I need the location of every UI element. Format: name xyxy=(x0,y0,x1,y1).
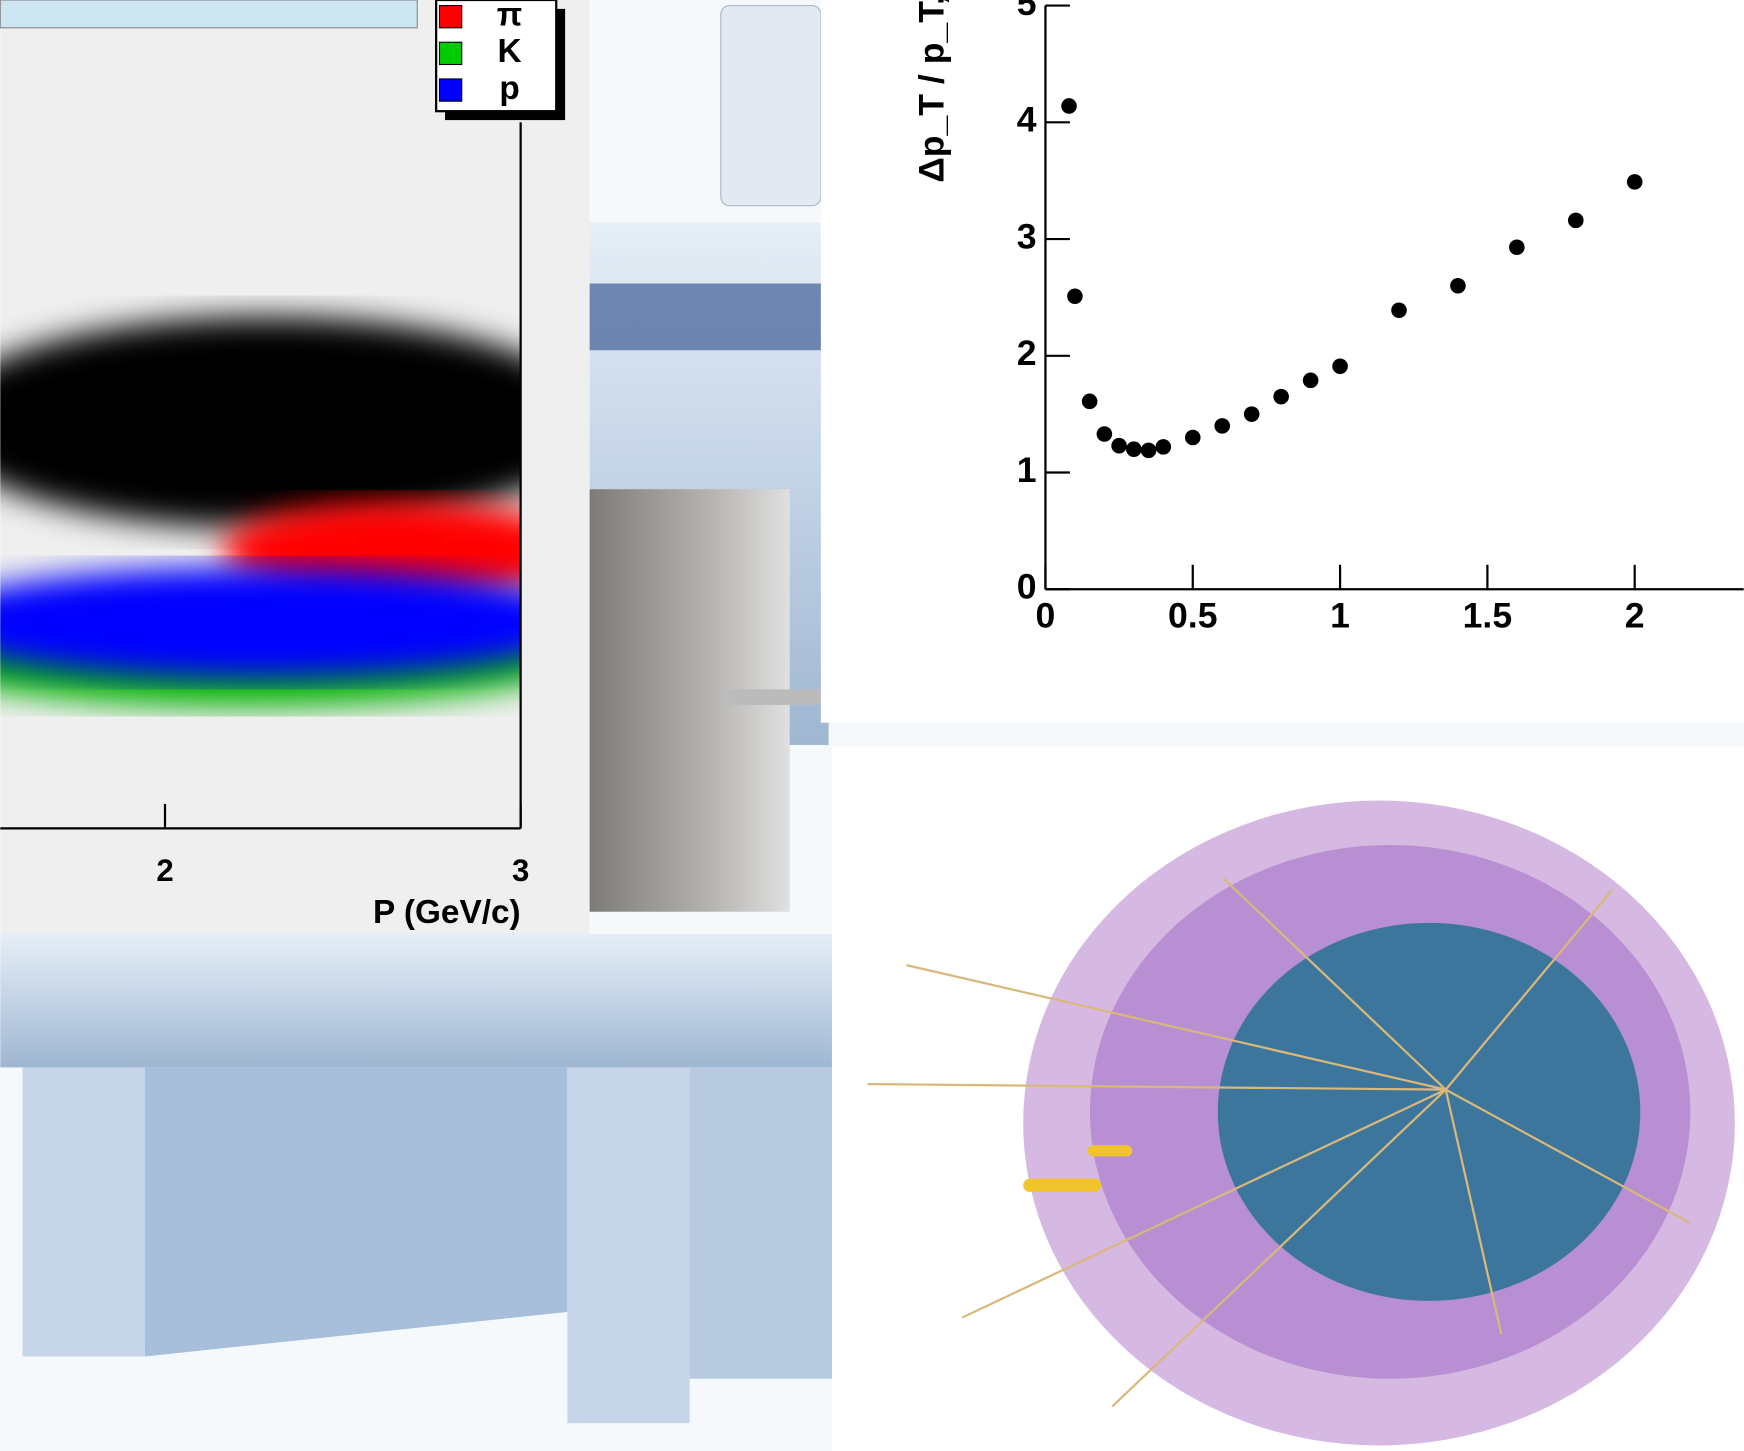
x-tick-label: 2 xyxy=(156,853,173,888)
point xyxy=(1244,406,1260,422)
point xyxy=(1627,174,1643,190)
point xyxy=(1141,443,1157,459)
legend-label: p xyxy=(499,70,519,107)
x-tick-label: 3 xyxy=(512,853,529,888)
point xyxy=(1067,288,1083,304)
point xyxy=(1332,359,1348,375)
y-tick-label: 4 xyxy=(1017,100,1037,140)
collage: P (GeV/c) Δp_T / p_T, 2 3 πKp 0 1 2 3 4 5 0 0.5 1 1.… xyxy=(0,0,1744,1451)
x-tick-label: 1.5 xyxy=(1463,596,1512,636)
x-tick-label: 0.5 xyxy=(1168,596,1217,636)
point xyxy=(1185,430,1201,446)
y-tick-label: 2 xyxy=(1017,333,1037,373)
point xyxy=(1450,278,1466,294)
y-axis-label: Δp_T / p_T, xyxy=(912,0,952,183)
legend-swatch xyxy=(439,42,461,64)
y-tick-label: 1 xyxy=(1017,450,1037,490)
resolution-panel xyxy=(821,0,1744,723)
x-tick-label: 1 xyxy=(1330,596,1350,636)
legend-label: K xyxy=(497,33,521,70)
point xyxy=(1082,394,1098,410)
pid-panel: P (GeV/c) xyxy=(0,0,601,934)
point xyxy=(1509,239,1525,255)
x-tick-label: 0 xyxy=(1036,596,1056,636)
y-tick-label: 0 xyxy=(1017,567,1037,607)
y-tick-label: 5 xyxy=(1017,0,1037,23)
x-axis-label: P (GeV/c) xyxy=(373,894,521,931)
point xyxy=(1214,418,1230,434)
point xyxy=(1097,426,1113,442)
point xyxy=(1303,373,1319,389)
point xyxy=(1273,389,1289,405)
point-clouds xyxy=(0,317,601,706)
legend-swatch xyxy=(439,6,461,28)
x-tick-label: 2 xyxy=(1625,596,1645,636)
point xyxy=(1126,441,1142,457)
legend-swatch xyxy=(439,79,461,101)
y-tick-label: 3 xyxy=(1017,216,1037,256)
point xyxy=(1568,213,1584,229)
legend-label: π xyxy=(497,0,523,33)
event-display xyxy=(832,747,1744,1451)
point xyxy=(1391,302,1407,318)
point xyxy=(1111,438,1127,454)
point xyxy=(1156,439,1172,455)
page: {"chart_data": [ {"type": "scatter", "xl… xyxy=(0,0,1744,1451)
point xyxy=(1061,98,1077,114)
